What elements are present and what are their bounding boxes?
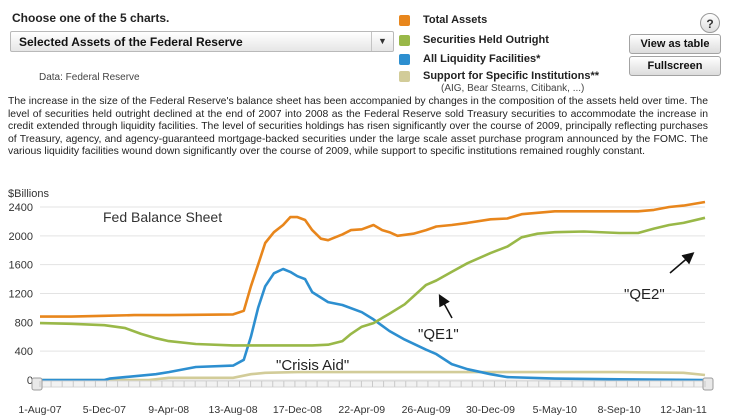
x-tick-label: 22-Apr-09 <box>338 404 385 416</box>
chart-select-value: Selected Assets of the Federal Reserve <box>19 35 243 49</box>
legend-label: Total Assets <box>423 14 488 26</box>
y-tick-label: 0 <box>27 375 33 387</box>
fullscreen-button[interactable]: Fullscreen <box>629 56 721 76</box>
x-axis: 1-Aug-07 5-Dec-07 9-Apr-08 13-Aug-08 17-Dec-… <box>18 377 714 416</box>
data-source-label: Data: Federal Reserve <box>39 72 140 83</box>
annotation-qe1: "QE1" <box>418 326 459 343</box>
chevron-down-icon[interactable]: ▼ <box>371 32 393 51</box>
x-tick-label: 8-Sep-10 <box>598 404 641 416</box>
legend-label: All Liquidity Facilities* <box>423 53 541 65</box>
chart-selector-prompt: Choose one of the 5 charts. <box>12 11 170 25</box>
y-tick-label: 1600 <box>9 260 33 272</box>
series-line-securities-held-outright <box>39 216 706 347</box>
series-layer <box>39 200 706 382</box>
annotation-crisis-aid: "Crisis Aid" <box>276 357 349 374</box>
series-line-all-liquidity-facilities <box>40 267 706 382</box>
legend-label: Support for Specific Institutions** <box>423 70 600 82</box>
legend-swatch-securities-held <box>399 35 410 46</box>
y-tick-label: 800 <box>15 317 33 329</box>
series-line-total-assets <box>40 200 706 318</box>
y-tick-label: 400 <box>15 346 33 358</box>
legend-swatch-liquidity-facilities <box>399 54 410 65</box>
x-tick-label: 26-Aug-09 <box>402 404 451 416</box>
gridlines <box>40 206 705 381</box>
qe2-arrow <box>669 252 695 274</box>
chart-description: The increase in the size of the Federal … <box>8 96 708 157</box>
help-icon[interactable]: ? <box>700 13 720 33</box>
qe1-arrow <box>438 294 453 319</box>
y-tick-label: 1200 <box>9 289 33 301</box>
annotation-qe2: "QE2" <box>624 286 665 303</box>
y-tick-label: 2000 <box>9 231 33 243</box>
legend-footnote: (AIG, Bear Stearns, Citibank, ...) <box>441 83 585 94</box>
x-tick-label: 5-May-10 <box>533 404 578 416</box>
x-tick-label: 13-Aug-08 <box>209 404 258 416</box>
y-axis: 0 400 800 1200 1600 2000 2400 <box>9 202 33 387</box>
legend-swatch-specific-institutions <box>399 71 410 82</box>
x-tick-label: 9-Apr-08 <box>148 404 189 416</box>
series-line-support-for-specific-institutions <box>40 370 706 382</box>
x-tick-label: 12-Jan-11 <box>660 404 707 416</box>
x-tick-label: 17-Dec-08 <box>273 404 322 416</box>
legend-label: Securities Held Outright <box>423 34 549 46</box>
x-tick-label: 5-Dec-07 <box>83 404 126 416</box>
chart-title: Fed Balance Sheet <box>103 209 222 225</box>
chart-select-dropdown[interactable]: Selected Assets of the Federal Reserve ▼ <box>10 31 394 52</box>
legend-swatch-total-assets <box>399 15 410 26</box>
y-axis-label: $Billions <box>8 188 49 200</box>
x-tick-label: 30-Dec-09 <box>466 404 515 416</box>
view-as-table-button[interactable]: View as table <box>629 34 721 54</box>
x-tick-label: 1-Aug-07 <box>18 404 61 416</box>
y-tick-label: 2400 <box>9 202 33 214</box>
